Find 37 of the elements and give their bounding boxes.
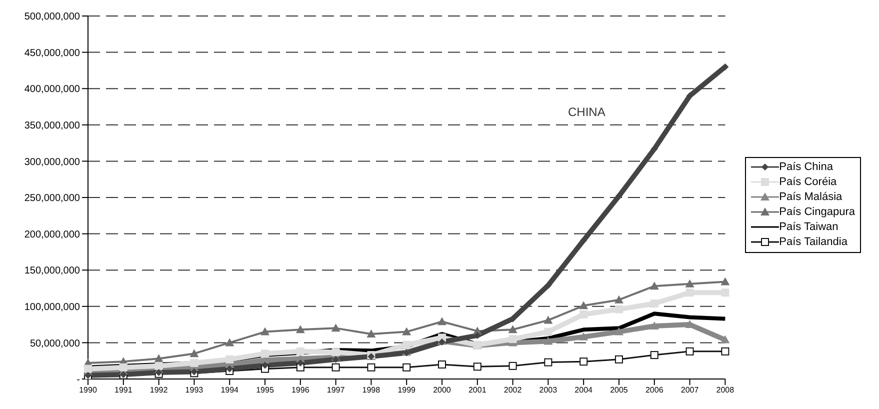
x-tick-label: 2007	[680, 386, 700, 395]
legend-label: País Cingapura	[779, 206, 855, 218]
x-tick-label: 2004	[574, 386, 594, 395]
y-tick-label: 400,000,000	[24, 84, 80, 96]
legend-label: País Malásia	[779, 191, 842, 203]
legend-label: País Taiwan	[779, 221, 838, 233]
legend-label: País China	[779, 161, 833, 173]
y-tick-label: 500,000,000	[24, 12, 80, 23]
y-tick-label: 50,000,000	[30, 338, 80, 350]
x-tick-label: 1990	[79, 386, 98, 395]
y-tick-label: 100,000,000	[24, 302, 80, 313]
annotation: CHINA	[568, 105, 606, 119]
x-tick-label: 1993	[185, 386, 204, 395]
x-tick-label: 2008	[716, 386, 735, 395]
x-tick-label: 1991	[114, 386, 133, 395]
x-tick-label: 2002	[504, 386, 522, 395]
x-tick-label: 1999	[398, 386, 416, 395]
x-tick-label: 1992	[150, 386, 168, 395]
y-tick-label: 300,000,000	[24, 156, 80, 168]
x-tick-label: 2003	[539, 386, 558, 395]
x-tick-label: 1996	[291, 386, 310, 395]
y-tick-label: 350,000,000	[24, 120, 80, 132]
y-tick-label: 250,000,000	[24, 193, 80, 204]
x-tick-label: 2000	[433, 386, 452, 395]
x-tick-label: 2001	[468, 386, 487, 395]
x-tick-label: 2005	[610, 386, 628, 395]
legend-label: País Tailandia	[779, 236, 848, 248]
x-tick-label: 1998	[362, 386, 381, 395]
y-tick-label: 200,000,000	[24, 229, 80, 240]
x-tick-label: 1994	[220, 386, 240, 395]
x-tick-label: 2006	[645, 386, 664, 395]
legend-label: País Coréia	[779, 176, 837, 188]
y-tick-label: 450,000,000	[24, 48, 80, 59]
x-tick-label: 1995	[256, 386, 274, 395]
x-tick-label: 1997	[326, 386, 346, 395]
y-tick-label: -	[76, 374, 80, 386]
y-tick-label: 150,000,000	[24, 266, 80, 277]
